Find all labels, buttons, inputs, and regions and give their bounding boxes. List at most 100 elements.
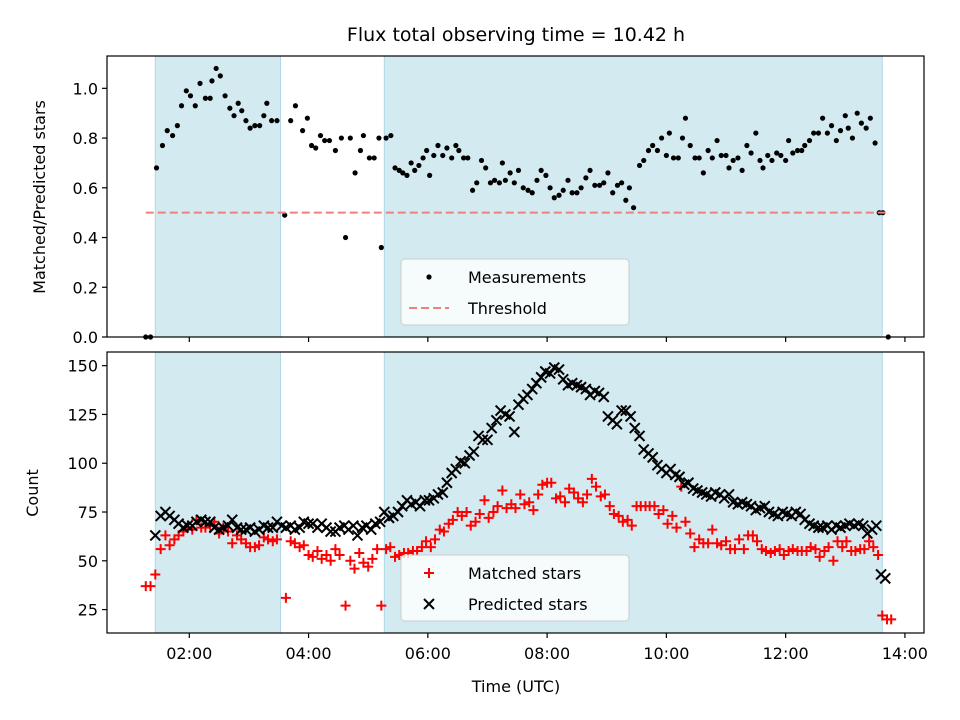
data-point: [864, 536, 875, 547]
data-point: [453, 142, 459, 149]
data-point: [738, 544, 749, 555]
data-point: [459, 457, 471, 469]
data-point: [872, 140, 878, 146]
data-point: [886, 614, 897, 625]
data-point: [810, 544, 821, 555]
legend-marker: [423, 598, 435, 610]
bottom-panel: 25 50 75 100 125 150 02:00 04:00 06:00 08:00 10:00…: [67, 351, 928, 663]
data-point: [183, 88, 189, 94]
data-point: [274, 118, 280, 124]
data-point: [546, 477, 557, 488]
data-point: [629, 422, 641, 434]
data-point: [149, 529, 162, 542]
data-point: [178, 103, 185, 109]
data-point: [735, 155, 741, 161]
x-tick-label: 04:00: [286, 644, 332, 663]
data-point: [252, 123, 258, 129]
y-tick-label: 0.8: [73, 129, 98, 148]
data-point: [667, 510, 678, 521]
data-point: [670, 155, 677, 161]
data-point: [508, 426, 521, 438]
data-point: [354, 547, 365, 558]
data-point: [449, 155, 455, 161]
data-point: [666, 130, 672, 136]
data-point: [222, 519, 234, 532]
legend: Measurements Threshold: [400, 258, 630, 326]
data-point: [465, 155, 471, 161]
legend-marker: [424, 568, 434, 578]
data-point: [528, 505, 539, 516]
data-point: [363, 561, 374, 572]
data-point: [247, 125, 253, 131]
data-point: [300, 128, 306, 134]
data-point: [707, 524, 718, 535]
data-point: [431, 152, 437, 159]
y-tick-label: 1.0: [73, 79, 98, 98]
data-point: [689, 542, 700, 553]
data-point: [243, 118, 249, 124]
series-0: [143, 65, 891, 340]
data-point: [496, 180, 502, 186]
data-point: [646, 451, 659, 464]
data-point: [617, 516, 628, 527]
data-point: [547, 185, 553, 191]
data-point: [544, 367, 556, 380]
top-y-axis-label: Matched/Predicted stars: [30, 100, 49, 294]
data-point: [507, 170, 513, 176]
data-point: [598, 391, 610, 403]
data-point: [574, 190, 580, 196]
data-point: [583, 175, 589, 181]
data-point: [483, 165, 489, 171]
data-point: [641, 157, 647, 164]
data-point: [153, 165, 160, 171]
data-point: [659, 135, 665, 141]
data-point: [338, 135, 344, 141]
data-point: [591, 481, 602, 492]
data-point: [802, 142, 808, 149]
y-tick-label: 0.6: [73, 179, 98, 198]
bottom-y-axis-label: Count: [23, 469, 42, 517]
data-point: [626, 185, 633, 191]
data-point: [520, 185, 526, 191]
y-tick-label: 100: [67, 454, 98, 473]
data-point: [424, 147, 430, 154]
data-point: [815, 130, 822, 136]
data-point: [421, 536, 432, 547]
data-point: [357, 147, 364, 154]
data-point: [714, 137, 720, 144]
data-point: [806, 137, 813, 144]
data-point: [654, 147, 661, 154]
x-tick-label: 02:00: [166, 644, 212, 663]
data-point: [199, 516, 212, 528]
data-point: [440, 152, 446, 159]
data-point: [187, 93, 194, 99]
data-point: [197, 80, 203, 86]
data-point: [204, 516, 216, 528]
data-point: [474, 508, 485, 519]
data-point: [497, 485, 508, 496]
y-tick-label: 0.2: [73, 278, 98, 297]
y-tick-label: 0.0: [73, 328, 98, 347]
data-point: [828, 123, 835, 129]
data-point: [271, 534, 282, 545]
data-point: [596, 182, 603, 188]
data-point: [461, 507, 472, 518]
data-point: [794, 508, 807, 520]
data-point: [673, 471, 686, 483]
data-point: [468, 445, 480, 458]
data-point: [524, 497, 535, 508]
data-point: [729, 544, 740, 555]
data-point: [334, 549, 345, 560]
data-point: [858, 120, 864, 126]
data-point: [730, 157, 736, 164]
data-point: [492, 177, 498, 183]
data-point: [650, 142, 656, 149]
data-point: [392, 506, 404, 518]
data-point: [832, 536, 843, 547]
data-point: [374, 516, 386, 528]
data-point: [324, 525, 337, 538]
data-point: [783, 157, 789, 164]
data-point: [709, 155, 715, 161]
data-point: [828, 555, 839, 566]
